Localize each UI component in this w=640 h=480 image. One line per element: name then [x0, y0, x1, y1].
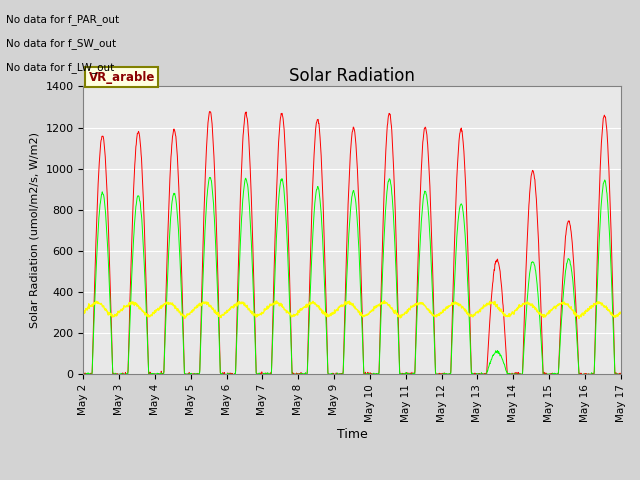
Text: No data for f_PAR_out: No data for f_PAR_out — [6, 14, 120, 25]
LW_in — [436, 312, 444, 318]
LW_in — [575, 315, 583, 321]
LW_in — [259, 311, 267, 316]
LW_in — [380, 298, 388, 304]
SW_in — [81, 372, 88, 377]
PAR_in — [436, 371, 444, 376]
LW_in — [506, 314, 514, 320]
LW_in — [617, 310, 625, 315]
LW_in — [554, 302, 561, 308]
PAR_in — [199, 239, 207, 245]
SW_in — [554, 372, 561, 377]
Line: LW_in: LW_in — [83, 301, 621, 318]
SW_in — [206, 175, 214, 180]
Text: VR_arable: VR_arable — [88, 71, 155, 84]
PAR_in — [80, 372, 88, 377]
SW_in — [199, 272, 207, 278]
SW_in — [436, 372, 444, 377]
PAR_in — [617, 371, 625, 377]
PAR_in — [186, 372, 194, 377]
LW_in — [79, 311, 87, 317]
Title: Solar Radiation: Solar Radiation — [289, 67, 415, 85]
SW_in — [186, 372, 194, 377]
SW_in — [79, 371, 87, 377]
Line: PAR_in: PAR_in — [83, 112, 621, 374]
PAR_in — [205, 109, 213, 115]
SW_in — [506, 371, 514, 376]
Text: No data for f_LW_out: No data for f_LW_out — [6, 62, 115, 73]
SW_in — [260, 372, 268, 377]
PAR_in — [506, 372, 514, 377]
LW_in — [199, 300, 207, 306]
LW_in — [186, 312, 193, 317]
SW_in — [617, 372, 625, 377]
Text: No data for f_SW_out: No data for f_SW_out — [6, 38, 116, 49]
PAR_in — [554, 371, 561, 376]
Y-axis label: Solar Radiation (umol/m2/s, W/m2): Solar Radiation (umol/m2/s, W/m2) — [30, 132, 40, 328]
PAR_in — [260, 372, 268, 377]
X-axis label: Time: Time — [337, 428, 367, 441]
Line: SW_in: SW_in — [83, 178, 621, 374]
PAR_in — [79, 371, 87, 377]
